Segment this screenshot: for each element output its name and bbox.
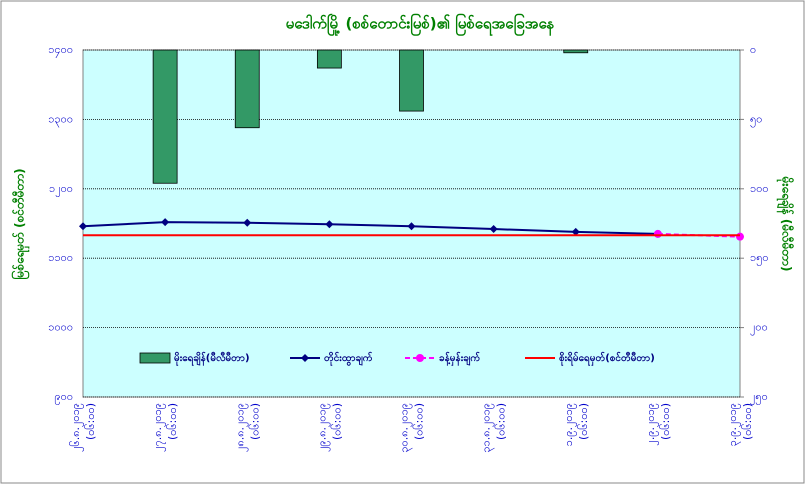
x-tick-label: ၃၁.၈.၂၀၁၉ [480,403,495,453]
bar [399,49,424,112]
y2-tick-label: ၁၀၀ [750,182,769,195]
x-tick-label: (၀၆:၀၀) [248,403,261,440]
y-tick-label: ၁၂၀၀ [49,182,73,197]
x-tick-label: ၂၈.၈.၂၀၁၉ [233,403,248,452]
x-tick-label: (၀၆:၀၀) [413,403,426,440]
legend-marker [416,354,424,362]
y2-tick-label: ၁၅၀ [750,251,769,266]
bar [152,49,178,184]
x-tick-label: ၃.၉.၂၀၁၉ [726,403,741,446]
marker [161,218,170,227]
x-tick-label: ၂၉.၈.၂၀၁၉ [315,403,330,452]
x-tick-label: (၀၆:၀၀) [659,403,672,440]
marker [571,227,580,236]
x-tick-label: (၀၆:၀၀) [330,403,343,440]
marker [407,222,416,231]
marker [243,218,252,227]
y2-tick-label: ၂၅၀ [750,390,768,405]
x-tick-label: (၀၆:၀၀) [577,403,590,440]
y-axis-title: မြစ်ရေမှတ် (စင်တီမီတာ) [10,168,31,279]
marker [79,222,87,231]
y2-tick-label: ၀ [750,43,756,56]
x-tick-label: ၂.၉.၂၀၁၉ [644,403,659,446]
legend-label: ခန့်မှန်းချက် [439,351,480,367]
marker [736,232,744,241]
x-tick-label: ၂၇.၈.၂၀၁၉ [151,403,166,452]
bar [563,49,589,54]
x-tick-label: (၀၆:၀၀) [166,403,179,440]
y-tick-label: ၉၀၀ [54,390,73,405]
x-tick-label: ၁.၉.၂၀၁၉ [562,403,577,446]
bar [316,49,342,69]
y2-axis-title: မိုးရေချိန် (မီလီမီတာ) [776,176,796,272]
legend-label: စိုးရိမ်ရေမှတ်(စင်တီမီတာ) [559,351,655,367]
marker [489,225,498,234]
x-tick-label: ၂၆.၈.၂၀၁၉ [69,403,84,452]
legend-swatch [139,352,171,364]
marker [325,220,334,229]
x-tick-label: (၀၆:၀၀) [741,403,754,440]
x-tick-label: ၃၀.၈.၂၀၁၉ [398,403,413,453]
legend-label: မိုးရေချိန်(မီလီမီတာ) [174,351,250,367]
y2-tick-label: ၂၀၀ [750,321,768,336]
y-tick-label: ၁၃၀၀ [48,112,73,127]
marker [653,229,662,238]
y-tick-label: ၁၁၀၀ [48,251,73,264]
legend-marker [301,354,309,362]
x-tick-label: (၀၆:၀၀) [84,403,97,440]
y2-tick-label: ၅၀ [750,112,762,127]
bar [234,49,260,129]
y-tick-label: ၁၀၀၀ [48,321,73,334]
legend-label: တိုင်းထွာချက် [324,351,373,367]
x-tick-label: (၀၆:၀၀) [495,403,508,440]
series-line [82,221,658,235]
y-tick-label: ၁၄၀၀ [48,43,73,58]
